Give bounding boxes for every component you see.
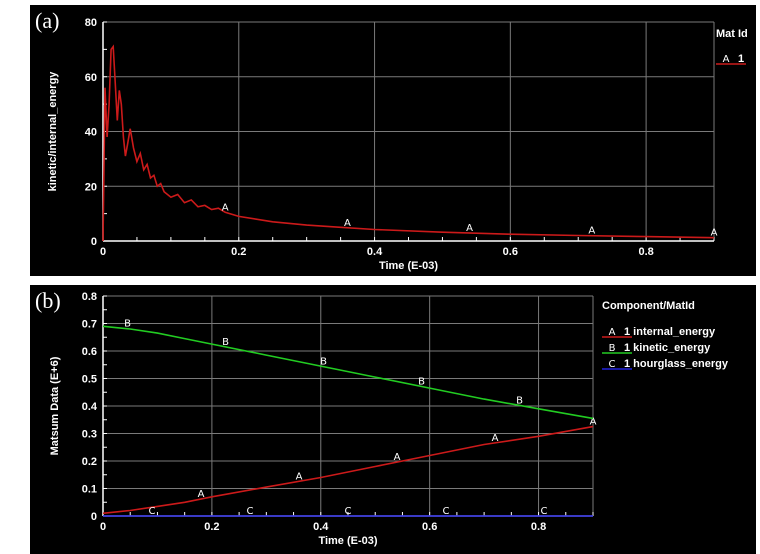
chart-b-legend-marker-1: A (609, 327, 616, 338)
chart-b-series-2-marker: B (222, 337, 229, 348)
chart-a-series-1-marker: A (711, 228, 718, 239)
chart-b-series-1-marker: A (394, 452, 401, 463)
chart-b-y-tick-label: 0.2 (82, 456, 97, 468)
chart-a-legend-title: Mat Id (716, 28, 748, 40)
chart-a-legend-marker-1: A (723, 54, 730, 65)
chart-b-series-3-marker: C (247, 506, 254, 517)
chart-b-x-tick-label: 0.4 (313, 521, 329, 533)
chart-b-series-1-marker: A (296, 471, 303, 482)
chart-a-x-tick-label: 0 (100, 246, 106, 258)
chart-b-svg: 0 0.2 0.4 0.6 0.8 0 0.1 0.2 0.3 0.4 0.5 0.6 0.7 0.8 Ti… (49, 291, 729, 547)
chart-b-legend-marker-2: B (609, 343, 616, 354)
chart-a-series-1-marker: A (222, 202, 229, 213)
chart-a-x-axis-label: Time (E-03) (379, 260, 438, 272)
chart-a-x-tick-label: 0.6 (503, 246, 518, 258)
chart-a-x-tick-label: 0.4 (367, 246, 383, 258)
chart-panel-a: 0 0.2 0.4 0.6 0.8 0 20 40 60 80 Time (E-03) kinetic… (30, 5, 756, 276)
panel-b-label: (b) (33, 288, 63, 314)
chart-b-series-3-marker: C (345, 506, 352, 517)
chart-panel-b: 0 0.2 0.4 0.6 0.8 0 0.1 0.2 0.3 0.4 0.5 0.6 0.7 0.8 Ti… (30, 285, 756, 554)
chart-b-series-3-marker: C (541, 506, 548, 517)
chart-b-x-tick-label: 0.2 (204, 521, 219, 533)
chart-b-series-2-marker: B (124, 319, 131, 330)
chart-b-y-tick-label: 0.8 (82, 291, 97, 303)
chart-a-x-tick-label: 0.8 (638, 246, 653, 258)
chart-b-y-tick-label: 0 (91, 511, 97, 523)
chart-b-y-tick-label: 0.6 (82, 346, 97, 358)
chart-b-y-tick-label: 0.3 (82, 429, 97, 441)
chart-a-series-1-marker: A (588, 226, 595, 237)
chart-b-legend-title: Component/MatId (602, 300, 695, 312)
chart-a-y-tick-label: 0 (91, 236, 97, 248)
chart-b-legend-entry-2: 1 kinetic_energy (624, 342, 711, 354)
chart-b-series-1-marker: A (198, 489, 205, 500)
chart-a-y-tick-label: 80 (85, 17, 97, 29)
chart-b-y-tick-label: 0.1 (82, 484, 97, 496)
chart-b-series-1-marker: A (590, 417, 597, 428)
chart-b-y-tick-label: 0.4 (82, 401, 98, 413)
chart-b-series-1-line (102, 425, 594, 515)
chart-a-series-1-line (102, 44, 715, 242)
chart-b-y-axis-label: Matsum Data (E+6) (49, 356, 61, 455)
panel-a-label: (a) (33, 8, 62, 34)
chart-b-x-tick-label: 0.6 (422, 521, 437, 533)
chart-a-series-1-marker: A (466, 223, 473, 234)
chart-b-series-1-marker: A (492, 433, 499, 444)
chart-a-y-axis-label: kinetic/internal_energy (47, 71, 59, 192)
chart-b-legend-entry-1: 1 internal_energy (624, 326, 716, 338)
chart-a-legend-entry-1: 1 (738, 53, 744, 65)
chart-b-x-tick-label: 0.8 (531, 521, 546, 533)
chart-b-series-2-line (102, 325, 594, 420)
chart-a-series-1-marker: A (344, 218, 351, 229)
chart-a-y-tick-label: 40 (85, 127, 97, 139)
chart-b-x-axis-label: Time (E-03) (318, 535, 377, 547)
chart-b-legend-entry-3: 1 hourglass_energy (624, 358, 729, 370)
chart-b-x-tick-label: 0 (100, 521, 106, 533)
chart-b-legend-marker-3: C (609, 359, 616, 370)
chart-b-series-2-marker: B (320, 357, 327, 368)
chart-b-series-3-marker: C (149, 506, 156, 517)
chart-a-y-tick-label: 20 (85, 181, 97, 193)
chart-b-series-2-marker: B (516, 395, 523, 406)
chart-b-y-tick-label: 0.7 (82, 319, 97, 331)
chart-b-series-3-marker: C (443, 506, 450, 517)
chart-b-y-tick-label: 0.5 (82, 374, 97, 386)
chart-a-y-tick-label: 60 (85, 72, 97, 84)
chart-b-series-2-marker: B (418, 376, 425, 387)
chart-a-x-tick-label: 0.2 (231, 246, 246, 258)
chart-a-svg: 0 0.2 0.4 0.6 0.8 0 20 40 60 80 Time (E-03) kinetic… (47, 17, 748, 272)
